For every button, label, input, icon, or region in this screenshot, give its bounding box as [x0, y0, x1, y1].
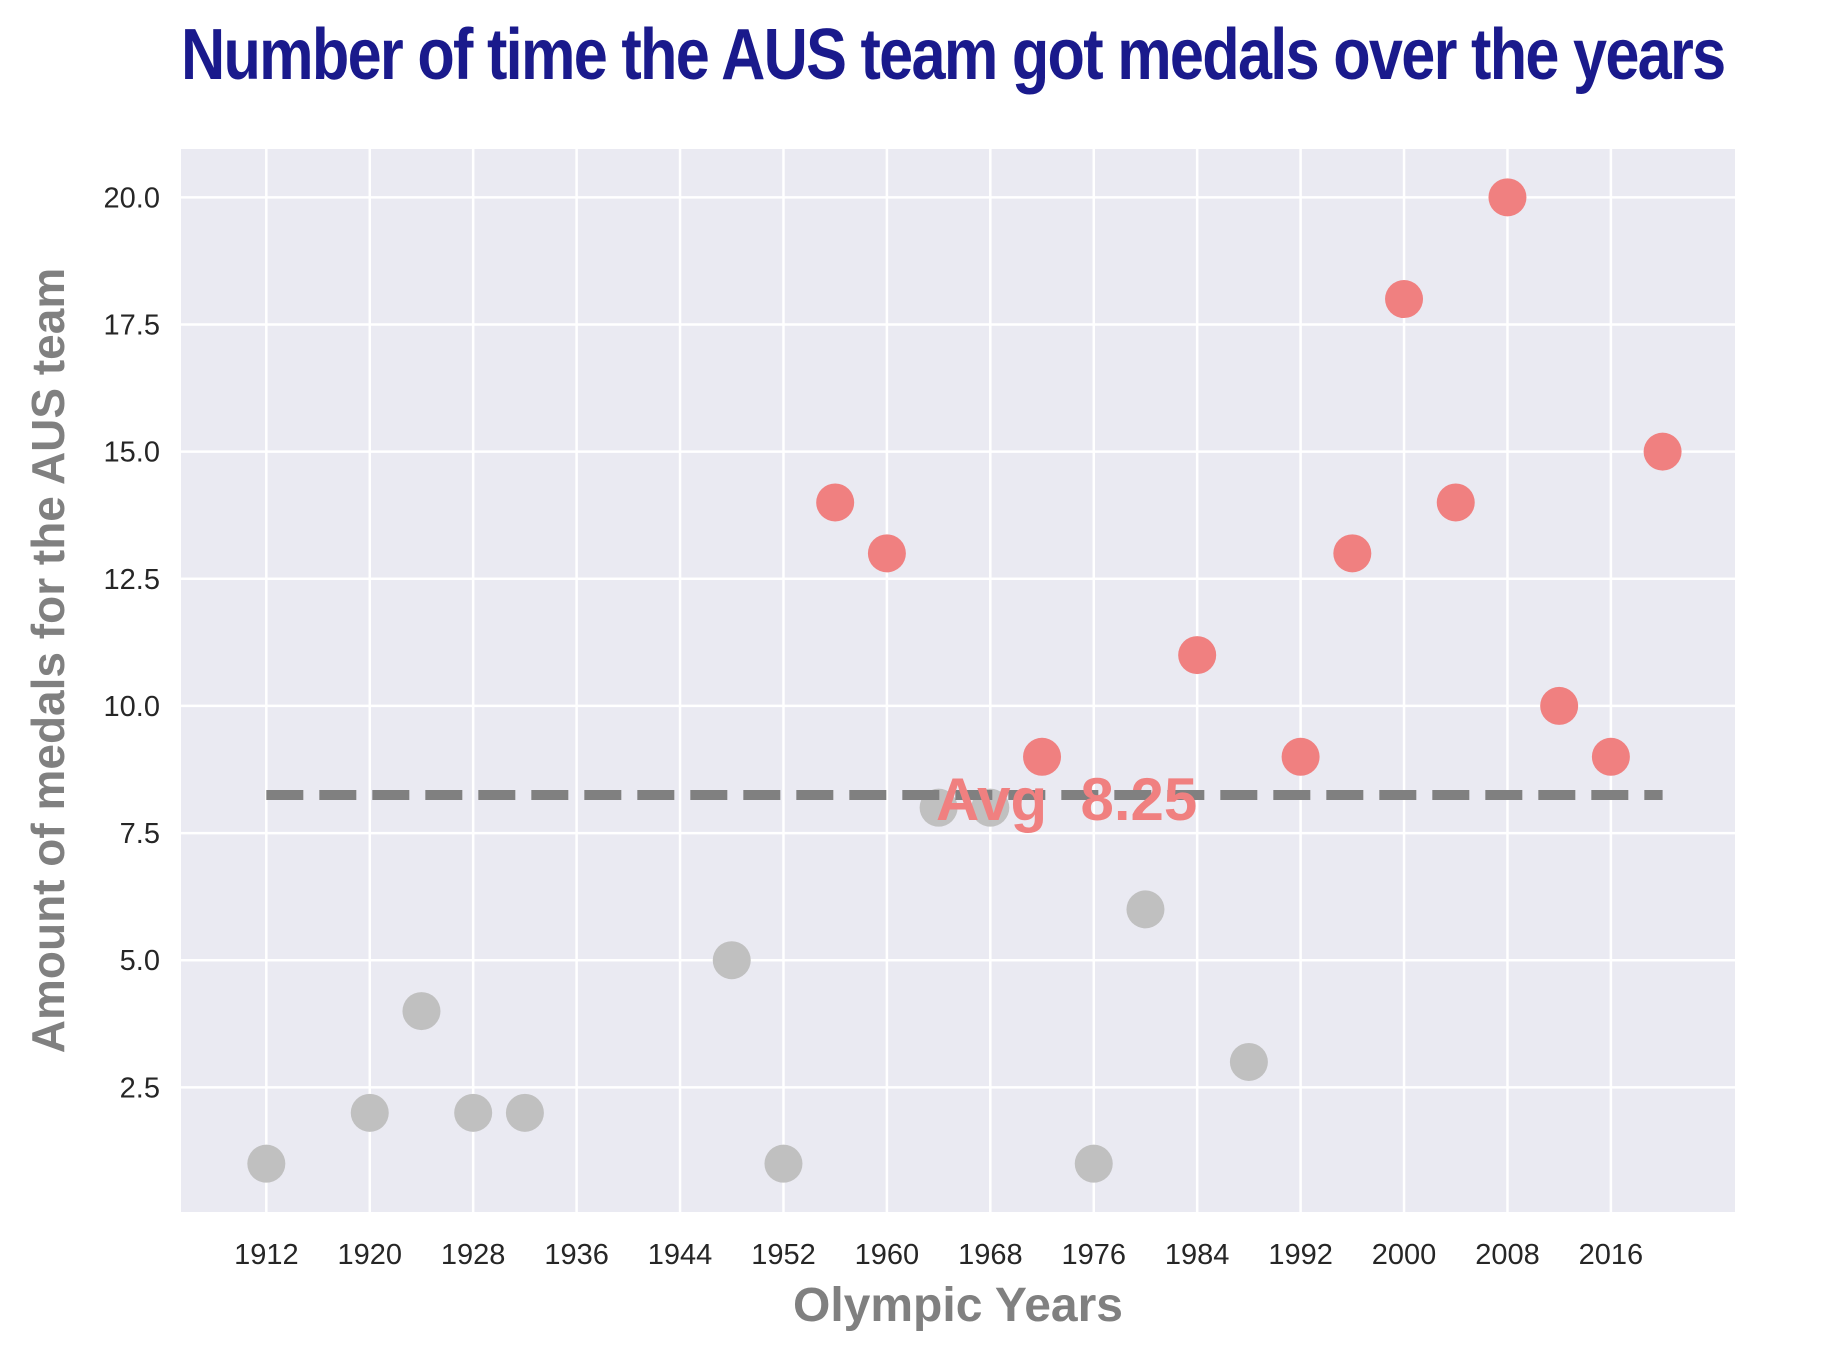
data-point — [350, 1093, 389, 1132]
x-tick-label: 1976 — [1061, 1239, 1126, 1271]
data-point — [402, 992, 441, 1031]
y-tick-label: 17.5 — [104, 309, 160, 341]
y-tick-label: 7.5 — [120, 818, 160, 850]
x-tick-label: 1936 — [544, 1239, 609, 1271]
data-point — [1023, 737, 1062, 776]
x-tick-label: 1992 — [1268, 1239, 1333, 1271]
data-point — [1333, 534, 1372, 573]
data-point — [1540, 686, 1579, 725]
x-tick-label: 1944 — [648, 1239, 713, 1271]
data-point — [1074, 1144, 1113, 1183]
data-point — [1643, 432, 1682, 471]
data-point — [816, 483, 855, 522]
x-tick-label: 1912 — [234, 1239, 299, 1271]
x-tick-label: 1928 — [441, 1239, 506, 1271]
x-tick-label: 1952 — [751, 1239, 816, 1271]
data-point — [1126, 890, 1165, 929]
y-tick-label: 5.0 — [120, 945, 160, 977]
x-tick-label: 2016 — [1579, 1239, 1644, 1271]
y-tick-labels: 2.5 5.0 7.5 10.0 12.5 15.0 17.5 20.0 — [104, 182, 160, 1104]
data-points — [247, 178, 1682, 1183]
x-tick-label: 1968 — [958, 1239, 1023, 1271]
data-point — [1436, 483, 1475, 522]
data-point — [867, 534, 906, 573]
y-tick-label: 20.0 — [104, 182, 160, 214]
x-tick-label: 2008 — [1475, 1239, 1540, 1271]
data-point — [1281, 737, 1320, 776]
x-axis-label: Olympic Years — [793, 1279, 1123, 1332]
y-tick-label: 15.0 — [104, 437, 160, 469]
y-axis-label: Amount of medals for the AUS team — [22, 268, 74, 1053]
x-tick-label: 1960 — [855, 1239, 920, 1271]
data-point — [764, 1144, 803, 1183]
data-point — [1178, 636, 1217, 675]
y-tick-label: 12.5 — [104, 564, 160, 596]
data-point — [1385, 280, 1424, 319]
data-point — [454, 1093, 493, 1132]
data-point — [1488, 178, 1527, 217]
data-point — [1591, 737, 1630, 776]
plot-background — [181, 149, 1735, 1212]
data-point — [1229, 1042, 1268, 1081]
data-point — [247, 1144, 286, 1183]
average-label: Avg 8.25 — [936, 766, 1197, 833]
grid-lines — [181, 149, 1735, 1212]
y-tick-label: 2.5 — [120, 1072, 160, 1104]
x-tick-label: 2000 — [1372, 1239, 1437, 1271]
data-point — [505, 1093, 544, 1132]
x-tick-labels: 1912 1920 1928 1936 1944 1952 1960 1968 1976 1984… — [234, 1239, 1643, 1271]
chart-title: Number of time the AUS team got medals o… — [181, 15, 1726, 95]
data-point — [712, 941, 751, 980]
x-tick-label: 1984 — [1165, 1239, 1230, 1271]
x-tick-label: 1920 — [337, 1239, 402, 1271]
y-tick-label: 10.0 — [104, 691, 160, 723]
